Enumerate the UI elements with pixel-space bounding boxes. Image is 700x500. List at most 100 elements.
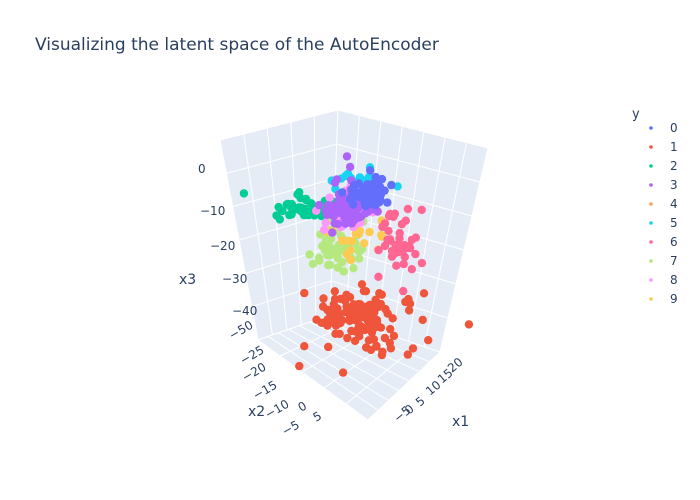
legend-item[interactable]: 8 [649,273,678,287]
data-point-series-0 [338,188,347,197]
data-point-series-3 [337,203,346,213]
data-point-series-1 [345,316,354,326]
data-point-series-2 [275,215,284,224]
z-tick-label: −40 [232,304,257,318]
data-point-series-6 [374,272,383,281]
data-point-series-0 [372,179,381,188]
legend: y 0 1 2 3 4 5 6 7 8 9 [632,107,678,306]
legend-item[interactable]: 1 [649,140,678,154]
data-point-series-8 [325,193,334,202]
data-point-series-1 [373,303,383,312]
gridline [423,142,468,347]
gridline [226,143,337,174]
data-point-series-7 [308,259,318,269]
data-point-series-1 [324,342,333,352]
legend-item[interactable]: 6 [649,235,678,249]
data-point-series-1 [362,343,371,352]
legend-marker [649,164,653,168]
chart-title: Visualizing the latent space of the Auto… [35,35,439,55]
legend-marker [649,240,653,244]
y-axis-label: x2 [248,404,265,420]
legend-label: 4 [670,197,678,211]
floor [256,314,441,421]
legend-item[interactable]: 7 [649,254,678,268]
y-tick-label: 0 [296,399,310,415]
data-point-series-6 [417,205,426,215]
data-point-series-3 [328,228,337,237]
legend-item[interactable]: 9 [649,292,678,306]
legend-marker [649,259,653,263]
legend-label: 1 [670,140,678,154]
data-point-series-7 [327,234,336,244]
data-point-series-0 [348,200,358,209]
data-point-series-1 [403,350,412,359]
gridline [232,177,336,208]
data-point-series-9 [365,227,374,237]
data-point-series-1 [330,294,340,304]
data-point-series-1 [464,320,474,329]
data-point-series-1 [317,318,326,327]
legend-label: 9 [670,292,678,306]
legend-marker [649,202,653,206]
gridline [288,328,400,392]
gridline [279,321,353,357]
data-point-series-1 [383,309,392,318]
data-point-series-1 [378,347,387,356]
data-point-series-8 [320,225,329,234]
data-point-series-7 [320,245,329,255]
data-point-series-1 [405,299,415,308]
data-point-series-7 [333,263,342,272]
legend-label: 2 [670,159,678,173]
legend-label: 6 [670,235,678,249]
data-point-series-1 [319,294,328,303]
data-point-series-1 [355,320,364,330]
data-point-series-3 [327,201,336,210]
legend-item[interactable]: 4 [649,197,678,211]
gridline [266,127,288,331]
data-point-series-6 [374,246,383,255]
data-point-series-1 [366,300,375,310]
legend-item[interactable]: 5 [649,216,678,230]
data-point-series-3 [361,209,370,218]
data-point-series-1 [424,336,433,345]
data-point-series-1 [325,308,335,317]
legend-marker [649,221,653,225]
y-tick-label: 5 [311,409,325,425]
z-tick-label: 0 [198,162,206,176]
data-point-series-1 [343,333,352,343]
legend-label: 8 [670,273,678,287]
gridline [243,133,273,336]
data-point-series-1 [359,286,369,296]
data-point-series-1 [300,288,309,298]
data-point-series-1 [418,315,427,325]
data-point-series-0 [383,198,392,207]
y-tick-label: −5 [280,418,302,439]
data-point-series-1 [357,280,367,289]
z-tick-label: −20 [210,239,235,253]
data-point-series-6 [387,252,397,261]
data-point-series-1 [372,317,382,326]
legend-item[interactable]: 0 [649,121,678,135]
gridline [336,143,481,183]
data-point-series-1 [389,331,399,341]
legend-item[interactable]: 2 [649,159,678,173]
data-point-series-3 [315,200,324,210]
legend-items: 0 1 2 3 4 5 6 7 8 9 [649,121,678,306]
legend-marker [649,297,653,301]
gridline [331,280,449,319]
data-point-series-0 [360,187,369,196]
data-point-series-1 [331,329,340,338]
data-point-series-8 [321,218,330,227]
data-point-series-9 [348,236,357,246]
data-point-series-1 [338,368,348,377]
data-point-series-9 [360,239,369,248]
z-tick-label: −10 [200,204,225,218]
gridline [278,332,389,401]
legend-item[interactable]: 3 [649,178,678,192]
data-point-series-7 [315,256,324,265]
data-point-series-6 [380,219,390,228]
legend-marker [649,278,653,282]
data-point-series-0 [366,166,375,175]
